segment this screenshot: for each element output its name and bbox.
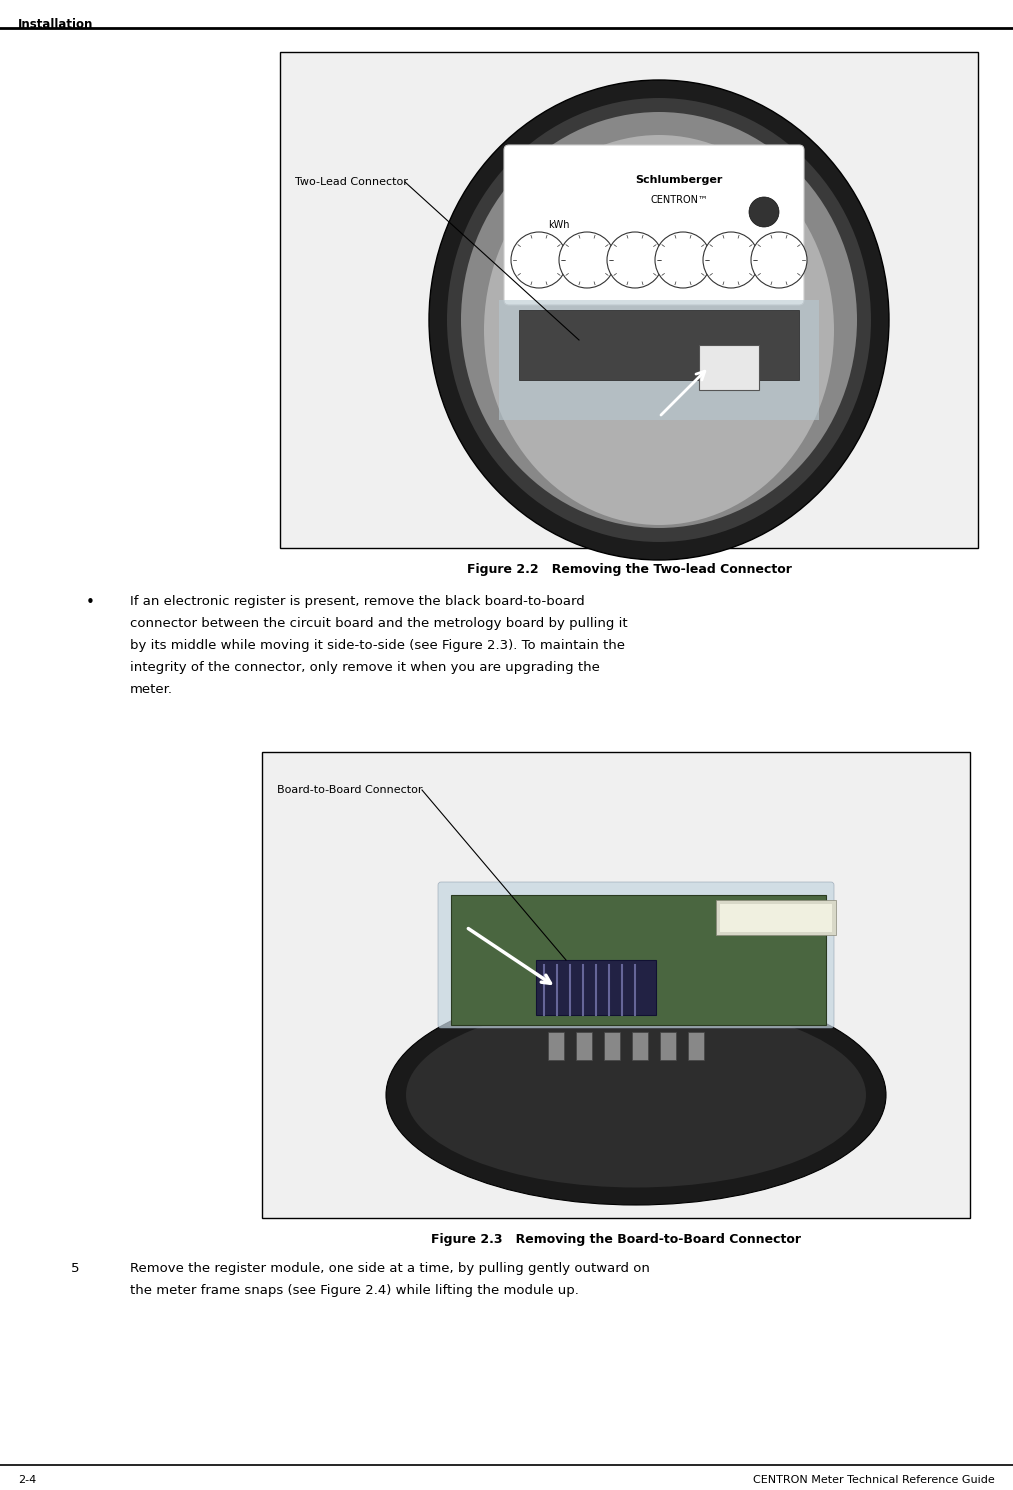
Ellipse shape (484, 136, 834, 524)
Text: connector between the circuit board and the metrology board by pulling it: connector between the circuit board and … (130, 617, 628, 630)
Circle shape (749, 197, 779, 226)
Text: Figure 2.2   Removing the Two-lead Connector: Figure 2.2 Removing the Two-lead Connect… (467, 563, 791, 577)
Text: Board-to-Board Connector: Board-to-Board Connector (277, 785, 422, 796)
Ellipse shape (447, 98, 871, 542)
Bar (632, 1033, 648, 1059)
Ellipse shape (406, 1003, 866, 1188)
Bar (688, 1033, 704, 1059)
Bar (519, 310, 799, 380)
Text: meter.: meter. (130, 682, 173, 696)
Ellipse shape (461, 112, 857, 527)
Text: Two-Lead Connector: Two-Lead Connector (295, 177, 408, 188)
Bar (699, 346, 759, 390)
Bar (720, 904, 832, 933)
Ellipse shape (428, 80, 889, 560)
Circle shape (751, 232, 807, 288)
Text: Installation: Installation (18, 18, 93, 31)
Bar (604, 1033, 620, 1059)
Text: •: • (85, 595, 94, 609)
Bar (716, 900, 836, 936)
Bar (499, 299, 819, 420)
Text: Remove the register module, one side at a time, by pulling gently outward on: Remove the register module, one side at … (130, 1262, 650, 1275)
Bar (262, 752, 970, 1217)
Text: CENTRON™: CENTRON™ (650, 195, 708, 206)
Text: Schlumberger: Schlumberger (635, 174, 722, 185)
FancyBboxPatch shape (438, 882, 834, 1028)
Bar (280, 52, 978, 548)
Circle shape (655, 232, 711, 288)
Text: 2-4: 2-4 (18, 1475, 36, 1486)
Text: 5: 5 (71, 1262, 79, 1275)
Circle shape (703, 232, 759, 288)
Text: Figure 2.3   Removing the Board-to-Board Connector: Figure 2.3 Removing the Board-to-Board C… (431, 1234, 801, 1247)
Bar (451, 895, 826, 1025)
Bar (548, 1033, 564, 1059)
Text: by its middle while moving it side-to-side (see Figure 2.3). To maintain the: by its middle while moving it side-to-si… (130, 639, 625, 653)
Text: kWh: kWh (548, 221, 569, 229)
Circle shape (511, 232, 567, 288)
Text: CENTRON Meter Technical Reference Guide: CENTRON Meter Technical Reference Guide (754, 1475, 995, 1486)
Circle shape (559, 232, 615, 288)
Ellipse shape (386, 985, 886, 1205)
Bar (660, 1033, 676, 1059)
Text: If an electronic register is present, remove the black board-to-board: If an electronic register is present, re… (130, 595, 585, 608)
Text: the meter frame snaps (see Figure 2.4) while lifting the module up.: the meter frame snaps (see Figure 2.4) w… (130, 1284, 578, 1296)
Bar (536, 960, 656, 1015)
FancyBboxPatch shape (504, 145, 804, 305)
Circle shape (607, 232, 663, 288)
Text: integrity of the connector, only remove it when you are upgrading the: integrity of the connector, only remove … (130, 662, 600, 673)
Bar (576, 1033, 592, 1059)
